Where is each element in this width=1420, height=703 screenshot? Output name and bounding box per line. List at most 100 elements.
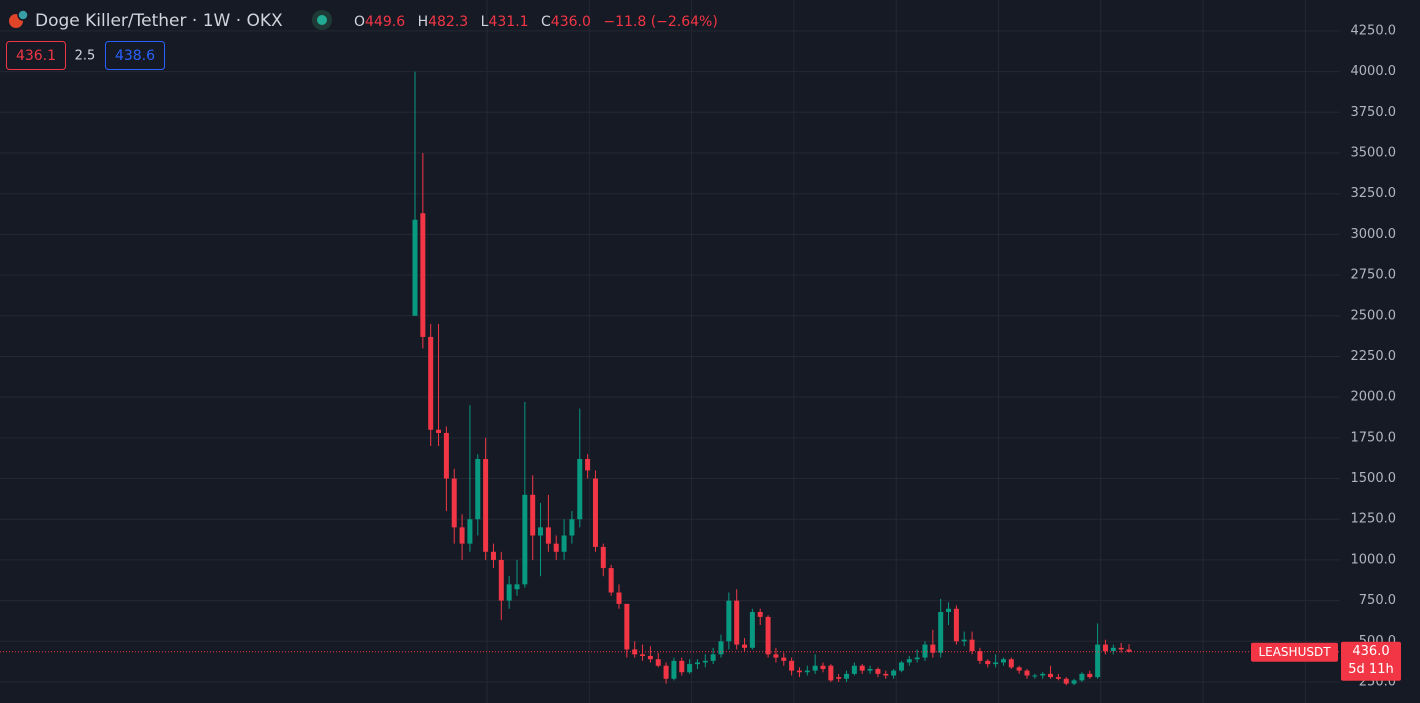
candle-body <box>490 551 496 560</box>
candle-body <box>781 657 787 661</box>
buy-box[interactable] <box>105 41 165 70</box>
candle-body <box>836 677 842 679</box>
l-value: 431.1 <box>488 14 528 30</box>
y-tick-label: 3500.0 <box>1351 146 1397 161</box>
candle-body <box>624 603 630 650</box>
candle-body <box>561 535 567 552</box>
candle-body <box>1055 677 1061 679</box>
c-value: 436.0 <box>551 14 591 30</box>
candle-body <box>498 559 504 601</box>
ohlc-line: O449.6 H482.3 L431.1 C436.0 −11.8 (−2.64… <box>354 14 718 30</box>
candle-body <box>883 673 889 676</box>
candle-body <box>1048 673 1054 678</box>
candle-body <box>506 584 512 601</box>
candle-body <box>1000 659 1006 663</box>
candle-body <box>553 543 559 552</box>
candle-body <box>467 519 473 544</box>
candle-body <box>749 612 755 648</box>
candle-body <box>757 612 763 617</box>
candle-body <box>930 644 936 653</box>
candle-body <box>710 654 716 661</box>
candle-body <box>851 665 857 674</box>
o-label: O <box>354 14 365 30</box>
candle-body <box>804 670 810 673</box>
candle-body <box>993 662 999 665</box>
candle-body <box>1024 670 1030 676</box>
y-tick-label: 2500.0 <box>1351 308 1397 323</box>
candle-body <box>632 649 638 655</box>
candle-body <box>569 519 575 536</box>
h-value: 482.3 <box>428 14 468 30</box>
y-tick-label: 750.0 <box>1359 593 1396 608</box>
y-tick-label: 2750.0 <box>1351 268 1397 283</box>
candle-body <box>773 654 779 658</box>
y-tick-label: 1250.0 <box>1351 512 1397 527</box>
candle-body <box>671 660 677 679</box>
candle-body <box>451 478 457 528</box>
candle-body <box>687 664 693 673</box>
candle-body <box>1118 647 1124 650</box>
sell-box[interactable] <box>6 41 66 70</box>
y-tick-label: 1000.0 <box>1351 552 1397 567</box>
candle-body <box>577 459 583 520</box>
h-label: H <box>418 14 429 30</box>
exchange-icon <box>17 9 29 21</box>
candle-body <box>545 527 551 544</box>
candle-body <box>459 527 465 544</box>
candle-body <box>608 568 614 593</box>
candle-body <box>1040 673 1046 676</box>
y-tick-label: 3250.0 <box>1351 186 1397 201</box>
candle-body <box>679 660 685 673</box>
candle-body <box>420 213 426 337</box>
candle-body <box>867 668 873 671</box>
candle-body <box>938 612 944 653</box>
chart-title: Doge Killer/Tether · 1W · OKX <box>35 11 283 31</box>
c-label: C <box>541 14 551 30</box>
price-tag <box>1341 641 1401 681</box>
y-tick-label: 1500.0 <box>1351 471 1397 486</box>
y-tick-label: 1750.0 <box>1351 430 1397 445</box>
candle-body <box>789 660 795 671</box>
o-value: 449.6 <box>365 14 405 30</box>
candle-body <box>412 219 418 316</box>
candle-body <box>859 665 865 671</box>
candle-body <box>538 527 544 536</box>
candle-body <box>585 459 591 471</box>
candle-body <box>977 651 983 661</box>
buy-price: 438.6 <box>115 48 155 64</box>
status-dot <box>317 15 327 25</box>
candles <box>412 71 1132 686</box>
y-tick-label: 2000.0 <box>1351 390 1397 405</box>
candle-body <box>1032 675 1038 677</box>
l-label: L <box>481 14 489 30</box>
candle-body <box>914 657 920 660</box>
candle-body <box>969 639 975 652</box>
symbol-tag <box>1251 642 1338 662</box>
candle-body <box>436 429 442 433</box>
candle-body <box>1063 678 1069 684</box>
candle-body <box>765 616 771 655</box>
candle-body <box>812 665 818 671</box>
y-tick-label: 4250.0 <box>1351 23 1397 38</box>
candle-body <box>875 668 881 674</box>
candle-body <box>844 673 850 679</box>
candle-body <box>1126 649 1132 652</box>
candle-body <box>616 592 622 604</box>
symbol-tag-text: LEASHUSDT <box>1258 645 1331 659</box>
candle-body <box>891 670 897 676</box>
candle-body <box>906 659 912 663</box>
candle-body <box>428 336 434 430</box>
candle-body <box>726 600 732 642</box>
candle-body <box>828 665 834 681</box>
candle-body <box>1095 644 1101 678</box>
y-tick-label: 3750.0 <box>1351 105 1397 120</box>
candle-body <box>522 494 528 585</box>
candle-body <box>475 459 481 520</box>
sell-price: 436.1 <box>16 48 56 64</box>
candle-body <box>1008 659 1014 668</box>
candle-body <box>1016 667 1022 671</box>
candle-body <box>734 600 740 645</box>
